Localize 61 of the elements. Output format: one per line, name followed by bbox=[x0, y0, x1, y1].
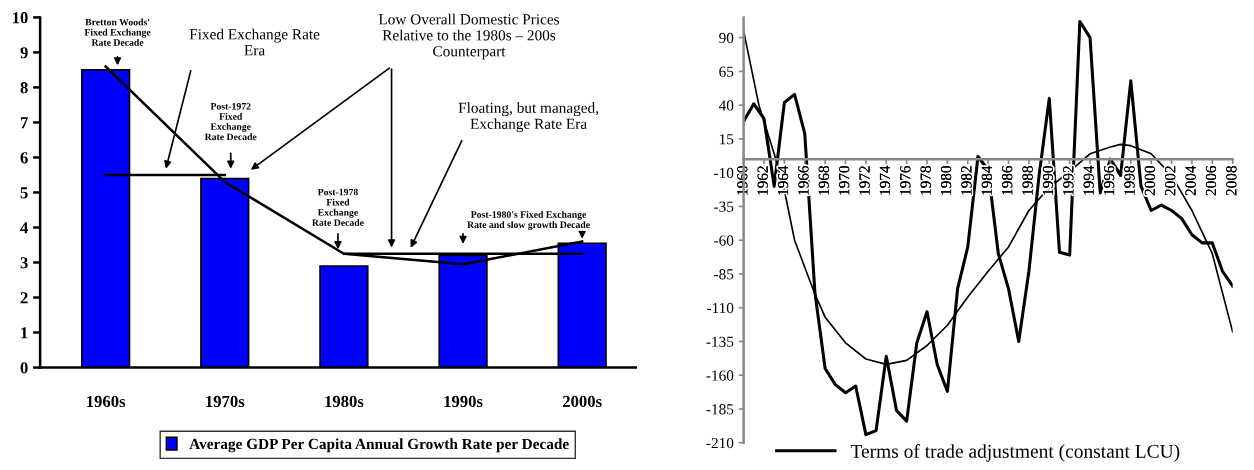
x-tick-label: 2000s bbox=[562, 395, 602, 408]
x-tick-label: 1988 bbox=[1022, 166, 1033, 195]
x-tick-label: 1980s bbox=[325, 395, 364, 408]
x-tick-label: 2008 bbox=[1226, 166, 1237, 196]
y-tick-label: 0 bbox=[20, 362, 28, 374]
y-tick-label: -185 bbox=[706, 404, 734, 415]
y-tick-label: 8 bbox=[20, 82, 28, 94]
x-tick-label: 1972 bbox=[859, 166, 870, 195]
y-tick-label: 4 bbox=[20, 222, 29, 234]
x-tick-label: 1980 bbox=[940, 166, 952, 195]
y-tick-label: -110 bbox=[707, 302, 734, 314]
y-tick-label: -10 bbox=[714, 167, 734, 179]
y-tick-label: 6 bbox=[20, 152, 28, 164]
annotation: Post-1978 Fixed Exchange Rate Decade bbox=[312, 188, 364, 226]
annotation: Bretton Woods' Fixed Exchange Rate Decade bbox=[84, 18, 151, 46]
x-tick-label: 2002 bbox=[1165, 166, 1176, 196]
y-tick-label: 40 bbox=[718, 100, 734, 111]
x-tick-label: 1994 bbox=[1083, 165, 1094, 195]
annotation: Fixed Exchange Rate Era bbox=[189, 28, 320, 56]
x-tick-label: 1992 bbox=[1063, 166, 1074, 195]
y-tick-label: 10 bbox=[12, 12, 28, 24]
x-tick-label: 2004 bbox=[1185, 165, 1196, 196]
legend-label: Terms of trade adjustment (constant LCU) bbox=[850, 443, 1180, 462]
annotation: Post-1972 Fixed Exchange Rate Decade bbox=[204, 103, 257, 141]
y-tick-label: 5 bbox=[20, 187, 28, 199]
x-tick-label: 1970 bbox=[839, 166, 850, 195]
x-tick-label: 1990s bbox=[444, 395, 483, 408]
x-tick-label: 1964 bbox=[777, 165, 789, 195]
x-tick-label: 2006 bbox=[1205, 165, 1217, 196]
x-tick-label: 2000 bbox=[1144, 166, 1155, 196]
x-tick-label: 1970s bbox=[206, 395, 245, 408]
x-tick-label: 1966 bbox=[798, 165, 809, 195]
y-tick-label: -85 bbox=[714, 269, 734, 280]
annotation: Floating, but managed, Exchange Rate Era bbox=[458, 102, 599, 133]
x-tick-label: 1996 bbox=[1103, 165, 1115, 195]
x-tick-label: 1990 bbox=[1042, 166, 1054, 195]
y-tick-label: 1 bbox=[21, 327, 28, 339]
x-tick-label: 1962 bbox=[757, 166, 768, 195]
y-tick-label: -60 bbox=[714, 235, 734, 246]
y-tick-label: 2 bbox=[20, 292, 28, 304]
y-tick-label: -135 bbox=[706, 336, 734, 347]
x-tick-label: 1974 bbox=[879, 165, 891, 195]
annotation: Post-1980's Fixed Exchange Rate and slow growth Decade bbox=[467, 210, 590, 231]
x-tick-label: 1998 bbox=[1124, 166, 1135, 195]
y-tick-label: -35 bbox=[714, 201, 734, 212]
x-tick-label: 1986 bbox=[1002, 165, 1013, 195]
y-tick-label: -210 bbox=[706, 437, 734, 449]
x-tick-label: 1982 bbox=[961, 166, 972, 195]
x-tick-label: 1968 bbox=[818, 166, 829, 195]
y-tick-label: 9 bbox=[20, 47, 28, 59]
x-tick-label: 1978 bbox=[920, 166, 931, 195]
x-tick-label: 1976 bbox=[900, 165, 911, 195]
y-tick-label: 3 bbox=[20, 257, 28, 269]
y-tick-label: -160 bbox=[706, 370, 734, 381]
y-tick-label: 7 bbox=[20, 117, 28, 129]
y-tick-label: 90 bbox=[719, 32, 734, 44]
annotation: Low Overall Domestic Prices Relative to the 1980s – 200s Counterpart bbox=[378, 13, 560, 60]
legend-label: Average GDP Per Capita Annual Growth Rate per Decade bbox=[189, 438, 569, 453]
x-tick-label: 1960s bbox=[87, 395, 126, 408]
y-tick-label: 65 bbox=[719, 66, 734, 77]
y-tick-label: 15 bbox=[719, 134, 734, 145]
